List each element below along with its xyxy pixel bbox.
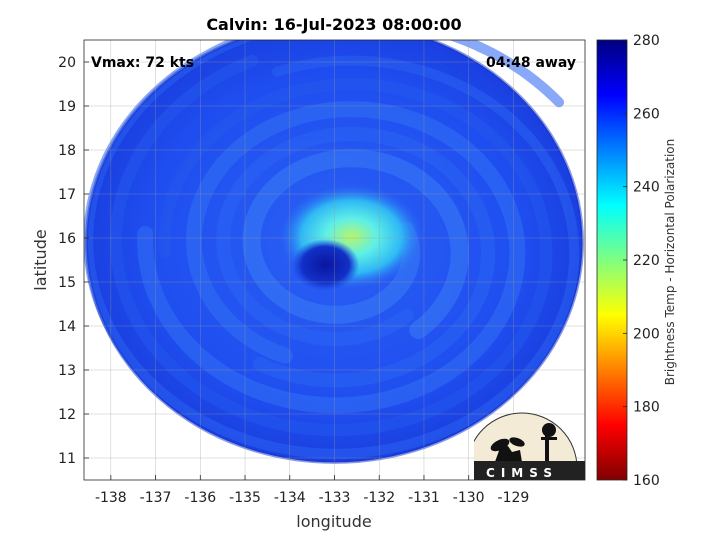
x-tick-label: -129: [498, 490, 530, 506]
colorbar: 160 180 200 220 240 260 280 Brightness Temp - …: [596, 33, 677, 489]
y-tick-label: 17: [58, 187, 76, 203]
y-tick-label: 18: [58, 143, 76, 159]
colorbar-tick-label: 200: [633, 326, 660, 342]
y-ticks: 11 12 13 14 15 16 17 18 19 20: [58, 55, 89, 467]
colorbar-label: Brightness Temp - Horizontal Polarizatio…: [663, 139, 677, 386]
colorbar-tick-label: 260: [633, 106, 660, 122]
y-tick-label: 19: [58, 99, 76, 115]
y-tick-label: 11: [58, 451, 76, 467]
colorbar-tick-label: 180: [633, 400, 660, 416]
colorbar-tick-label: 220: [633, 253, 660, 269]
x-tick-label: -137: [140, 490, 172, 506]
logo-banner: [474, 461, 585, 480]
rainband-texture: [84, 40, 580, 459]
colorbar-tick-label: 160: [633, 473, 660, 489]
cimss-logo: CIMSS: [474, 412, 585, 480]
x-tick-label: -134: [274, 490, 306, 506]
rainband-4: [84, 40, 580, 459]
x-tick-label: -135: [229, 490, 261, 506]
time-away-annotation: 04:48 away: [486, 55, 576, 71]
plot-area: -138 -137 -136 -135 -134 -133 -132 -131 -130 -129…: [58, 39, 586, 506]
rainband-1: [216, 127, 496, 388]
y-tick-label: 14: [58, 319, 76, 335]
colorbar-gradient: [596, 39, 628, 481]
rainband-0: [242, 149, 469, 339]
colorbar-ticks: 160 180 200 220 240 260 280: [623, 33, 660, 489]
y-tick-label: 20: [58, 55, 76, 71]
logo-text: CIMSS: [486, 466, 558, 480]
x-axis-label: longitude: [296, 512, 371, 531]
rainband-3: [109, 54, 553, 437]
x-ticks: -138 -137 -136 -135 -134 -133 -132 -131 -130 -129: [95, 475, 529, 506]
vmax-annotation: Vmax: 72 kts: [91, 55, 194, 71]
x-tick-label: -136: [184, 490, 216, 506]
y-tick-label: 15: [58, 275, 76, 291]
y-tick-label: 13: [58, 363, 76, 379]
storm-eye: [291, 238, 360, 291]
y-axis-label: latitude: [31, 229, 50, 290]
chart-title: Calvin: 16-Jul-2023 08:00:00: [206, 15, 461, 34]
x-tick-label: -131: [408, 490, 440, 506]
colorbar-tick-label: 240: [633, 180, 660, 196]
rainband-2: [137, 101, 526, 414]
y-tick-label: 16: [58, 231, 76, 247]
x-tick-label: -133: [319, 490, 351, 506]
colorbar-tick-label: 280: [633, 33, 660, 49]
x-tick-label: -138: [95, 490, 127, 506]
y-tick-label: 12: [58, 407, 76, 423]
x-tick-label: -130: [453, 490, 485, 506]
x-tick-label: -132: [363, 490, 395, 506]
